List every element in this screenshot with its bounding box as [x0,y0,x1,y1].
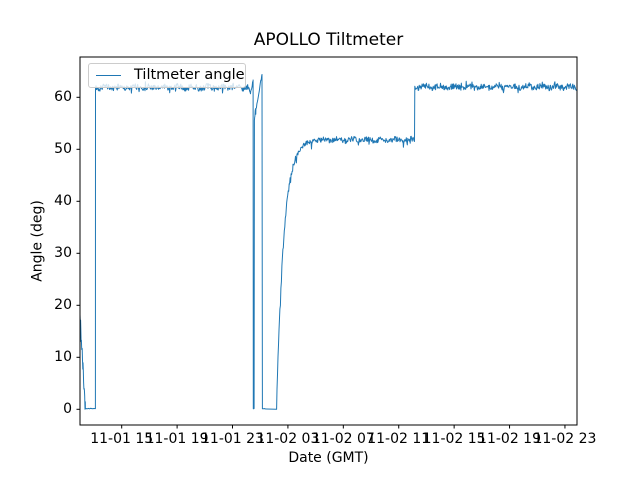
legend-label: Tiltmeter angle [134,67,245,83]
y-tick-label: 0 [63,400,72,417]
axes-spines [79,56,578,426]
y-tick-label: 50 [54,140,72,157]
x-tick-label: 11-02 19 [478,431,542,447]
legend-line-sample [96,75,121,76]
x-tick-label: 11-02 07 [311,431,375,447]
x-tick-label: 11-01 23 [201,431,264,447]
legend: Tiltmeter angle [88,63,246,88]
y-tick-label: 10 [54,348,72,365]
tiltmeter-line [79,74,578,410]
x-tick-label: 11-01 19 [145,431,209,447]
x-tick-label: 11-01 15 [90,431,154,447]
y-tick-label: 40 [54,192,72,209]
y-tick-label: 20 [54,296,72,313]
x-tick-label: 11-02 23 [533,431,597,447]
x-tick-label: 11-02 03 [256,431,320,447]
y-tick-label: 30 [54,244,72,261]
x-tick-label: 11-02 11 [367,431,431,447]
chart-title: APOLLO Tiltmeter [253,30,404,50]
y-tick-label: 60 [54,88,72,105]
y-axis-label: Angle (deg) [29,200,46,282]
x-tick-label: 11-02 15 [422,431,486,447]
x-axis-label: Date (GMT) [288,450,369,466]
